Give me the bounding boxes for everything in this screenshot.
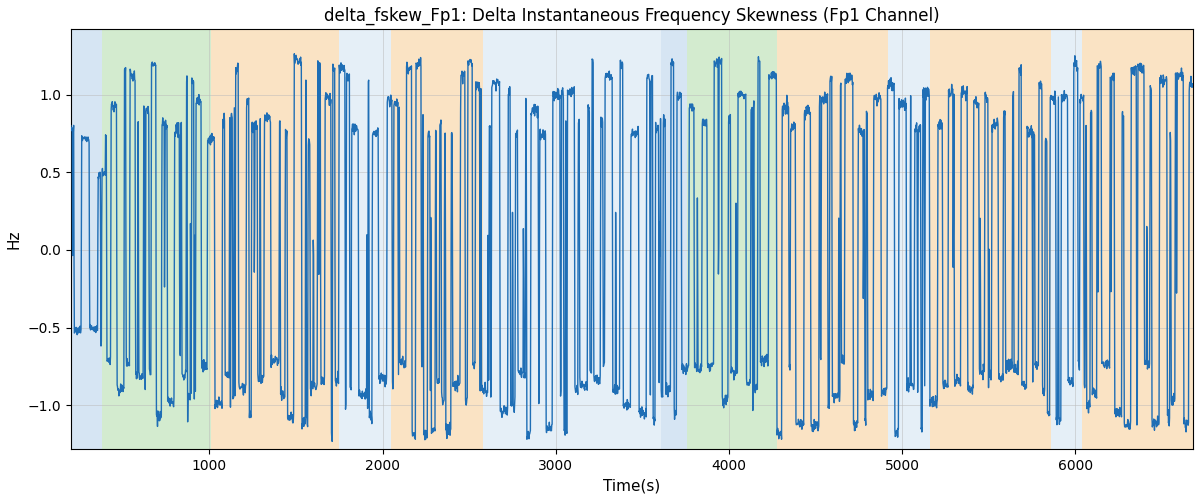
Bar (1082, 30, 1193, 449)
Bar (484, 30, 661, 449)
Bar (888, 30, 930, 449)
Bar (661, 30, 688, 449)
Y-axis label: Hz: Hz (7, 230, 22, 249)
Bar (340, 30, 391, 449)
Bar (688, 30, 778, 449)
Bar (1051, 30, 1082, 449)
Bar (930, 30, 1051, 449)
Bar (102, 30, 211, 449)
Bar (778, 30, 888, 449)
Bar (71, 30, 102, 449)
Bar (211, 30, 340, 449)
Bar (391, 30, 484, 449)
Title: delta_fskew_Fp1: Delta Instantaneous Frequency Skewness (Fp1 Channel): delta_fskew_Fp1: Delta Instantaneous Fre… (324, 7, 940, 25)
X-axis label: Time(s): Time(s) (604, 478, 660, 493)
